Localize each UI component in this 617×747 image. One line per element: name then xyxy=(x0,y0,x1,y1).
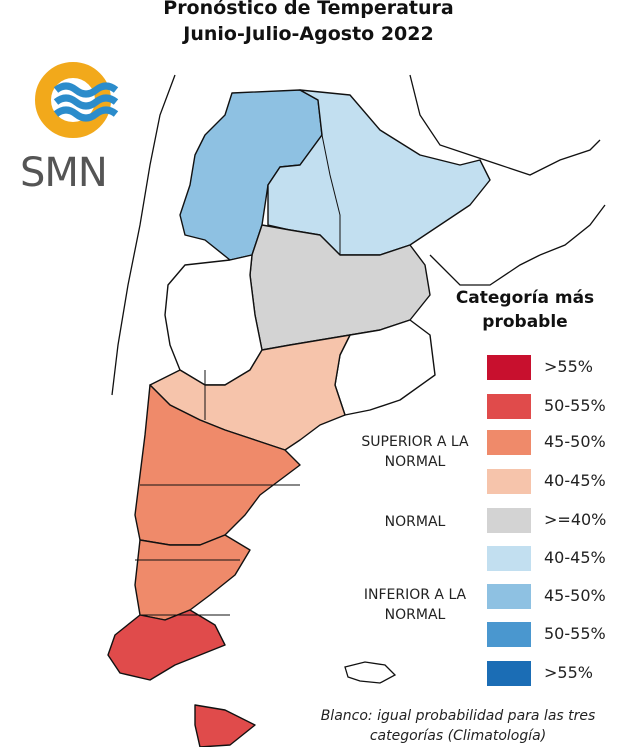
category-normal: NORMAL xyxy=(384,514,446,530)
legend-swatch-inferior-55plus xyxy=(487,661,531,686)
smn-logo-text: SMN xyxy=(20,150,108,196)
legend-label-superior-40-45: 40-45% xyxy=(544,471,606,490)
legend-label-inferior-40-45: 40-45% xyxy=(544,548,606,567)
region-tierra-del-fuego xyxy=(194,704,256,747)
legend-swatch-superior-40-45 xyxy=(487,469,531,494)
malvinas-islands xyxy=(344,661,397,684)
legend-swatch-superior-45-50 xyxy=(487,430,531,455)
legend-swatch-normal xyxy=(487,508,531,533)
province-borders xyxy=(135,134,341,616)
legend-label-inferior-50-55: 50-55% xyxy=(544,624,606,643)
category-superior: SUPERIOR A LA NORMAL xyxy=(361,434,469,470)
legend-label-superior-45-50: 45-50% xyxy=(544,432,606,451)
legend-label-normal: >=40% xyxy=(544,510,607,529)
map-title-line2: Junio-Julio-Agosto 2022 xyxy=(183,23,434,45)
legend-swatch-inferior-45-50 xyxy=(487,584,531,609)
legend-label-inferior-45-50: 45-50% xyxy=(544,586,606,605)
region-white-west xyxy=(164,254,263,386)
region-patagonia-north xyxy=(134,384,301,546)
legend-label-inferior-55plus: >55% xyxy=(544,663,593,682)
argentina-forecast-map xyxy=(107,74,606,747)
legend-label-superior-55plus: >55% xyxy=(544,357,593,376)
climatology-note: Blanco: igual probabilidad para las tres… xyxy=(320,708,596,744)
legend-swatch-inferior-40-45 xyxy=(487,546,531,571)
legend-swatch-superior-55plus xyxy=(487,355,531,380)
region-patagonia-middle xyxy=(134,534,251,621)
legend-title: Categoría más probable xyxy=(455,288,595,332)
legend-swatch-superior-50-55 xyxy=(487,394,531,419)
category-inferior: INFERIOR A LA NORMAL xyxy=(363,587,467,623)
neighbour-borders xyxy=(111,74,606,396)
legend-label-superior-50-55: 50-55% xyxy=(544,396,606,415)
map-title-line1: Pronóstico de Temperatura xyxy=(163,0,454,19)
legend-swatch-inferior-50-55 xyxy=(487,622,531,647)
region-patagonia-south xyxy=(107,609,226,681)
smn-logo-icon xyxy=(35,62,119,138)
